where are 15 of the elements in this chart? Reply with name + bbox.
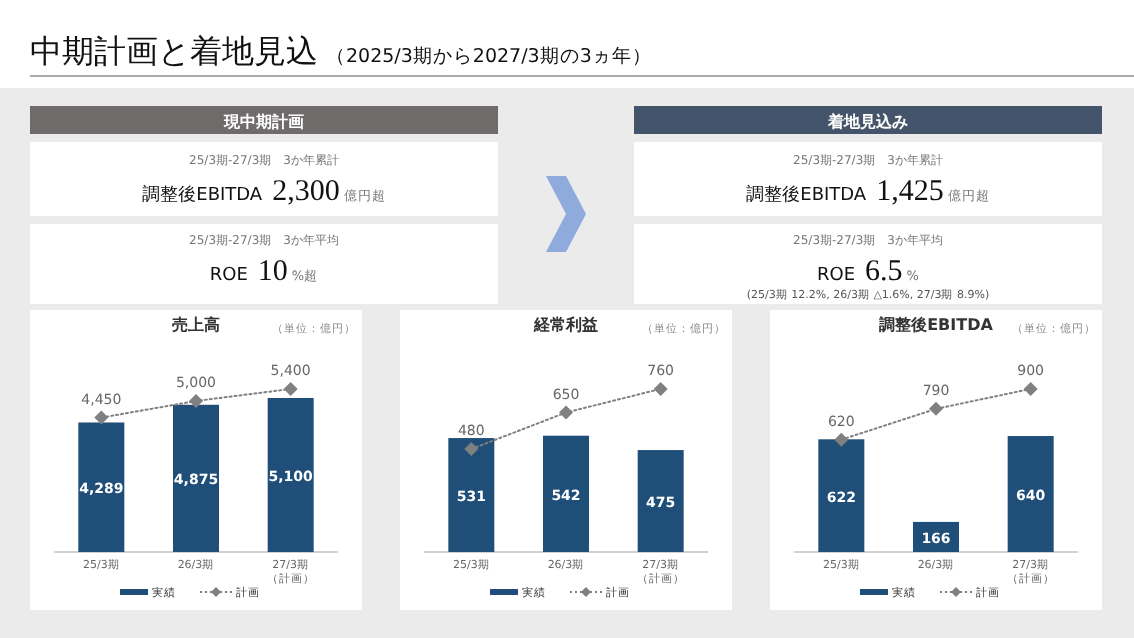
text: 中期計画と着地見込 xyxy=(30,32,318,70)
text: 6.5 xyxy=(865,256,903,288)
text: ROE xyxy=(817,266,856,286)
text: 10 xyxy=(257,256,288,288)
text: 現中期計画 xyxy=(222,113,304,131)
text: 調整後EBITDA xyxy=(746,184,868,206)
text: 調整後EBITDA xyxy=(142,184,264,206)
text: 着地見込み xyxy=(826,111,908,131)
text: （2025/3期から2027/3期の3ヵ年） xyxy=(326,44,652,68)
text: 1,425 xyxy=(876,176,944,208)
text: ROE xyxy=(209,266,249,286)
chart-title: 売上高 xyxy=(172,314,220,334)
chart-title: 経常利益 xyxy=(532,316,598,334)
chart-title: 調整後EBITDA xyxy=(879,316,995,334)
text: 2,300 xyxy=(272,176,340,208)
